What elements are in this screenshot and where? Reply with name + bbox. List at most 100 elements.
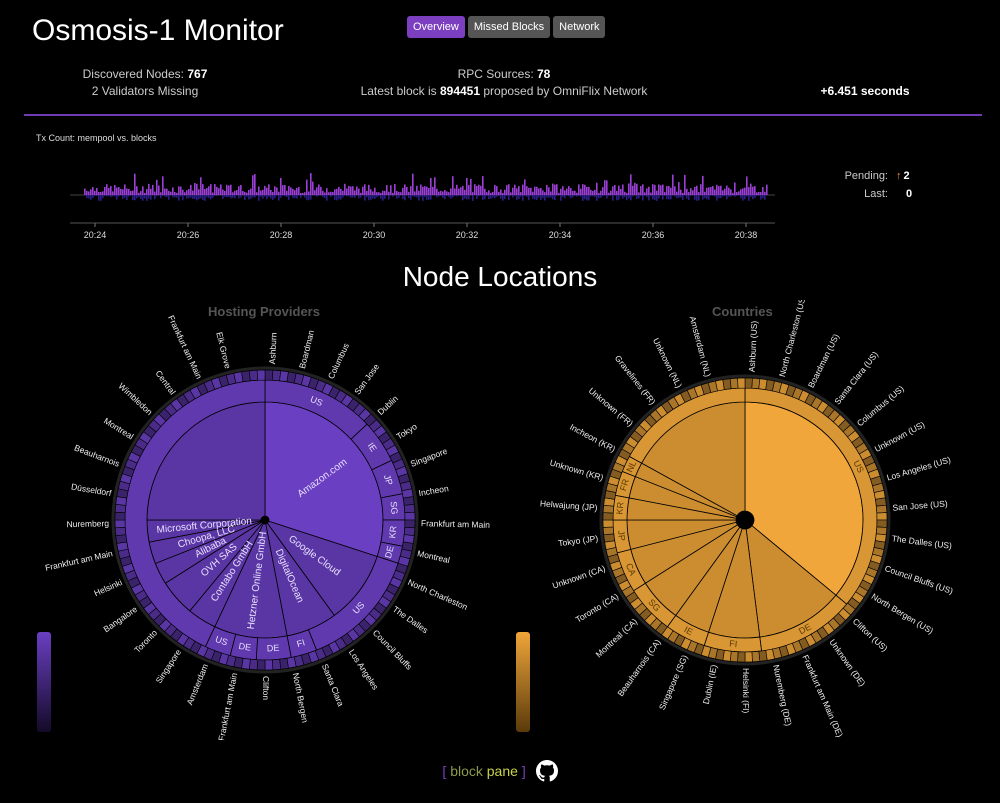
tx-block-bar (178, 195, 180, 201)
sunburst-outer-segment[interactable] (602, 526, 615, 536)
github-icon[interactable] (535, 760, 558, 785)
tx-block-bar (482, 195, 484, 200)
footer-word-pane[interactable]: pane (486, 763, 518, 780)
sunburst-outer-segment[interactable] (264, 369, 274, 381)
tx-mempool-bar (100, 191, 102, 195)
tx-block-bar (486, 195, 488, 196)
tx-mempool-bar (670, 187, 672, 195)
tx-block-bar (294, 195, 296, 199)
outer-location-label: Amsterdam (NL) (688, 315, 714, 378)
sunburst-outer-segment[interactable] (722, 378, 732, 390)
sunburst-outer-segment[interactable] (729, 650, 739, 663)
sunburst-outer-segment[interactable] (403, 503, 416, 513)
tx-mempool-bar (344, 183, 346, 195)
sunburst-outer-segment[interactable] (737, 377, 746, 389)
tx-mempool-bar (430, 177, 432, 195)
sunburst-outer-segment[interactable] (875, 497, 887, 507)
tx-mempool-bar (550, 191, 552, 195)
tx-block-bar (244, 195, 246, 201)
sunburst-outer-segment[interactable] (751, 650, 761, 663)
sunburst-outer-segment[interactable] (875, 504, 888, 514)
tx-mempool-bar (152, 184, 154, 195)
tx-block-bar (116, 195, 118, 200)
sunburst-outer-segment[interactable] (402, 496, 415, 506)
sunburst-outer-segment[interactable] (602, 504, 615, 514)
tx-block-bar (528, 195, 530, 201)
sunburst-outer-segment[interactable] (603, 533, 615, 543)
tx-block-bar (436, 195, 438, 198)
tab-missed-blocks[interactable]: Missed Blocks (467, 16, 551, 38)
tx-block-bar (330, 195, 332, 197)
tx-mempool-bar (726, 185, 728, 195)
tx-block-bar (458, 195, 460, 196)
tx-block-bar (736, 195, 738, 196)
sunburst-outer-segment[interactable] (876, 519, 888, 528)
outer-location-label: Beauharnois (CA) (615, 637, 662, 698)
sunburst-outer-segment[interactable] (115, 534, 128, 544)
sunburst-outer-segment[interactable] (256, 659, 266, 671)
tx-block-bar (182, 195, 184, 201)
tx-mempool-bar (256, 192, 258, 195)
tx-mempool-bar (264, 185, 266, 195)
tab-overview[interactable]: Overview (407, 16, 465, 38)
app-title: Osmosis-1 Monitor (32, 14, 284, 47)
tx-block-bar (132, 195, 134, 201)
sunburst-outer-segment[interactable] (875, 526, 888, 536)
sunburst-outer-segment[interactable] (758, 650, 768, 662)
tx-block-bar (488, 195, 490, 200)
sunburst-outer-segment[interactable] (241, 370, 251, 383)
tx-mempool-bar (744, 187, 746, 195)
tx-mempool-bar (722, 190, 724, 195)
sunburst-outer-segment[interactable] (272, 369, 282, 382)
outer-location-label: Boardman (297, 329, 316, 370)
tx-block-bar (322, 195, 324, 197)
section-title: Node Locations (402, 261, 598, 292)
tx-time-label: 20:24 (84, 230, 107, 240)
tx-mempool-bar (708, 187, 710, 195)
tx-mempool-bar (668, 185, 670, 195)
sunburst-outer-segment[interactable] (744, 377, 753, 389)
sunburst-outer-segment[interactable] (751, 377, 761, 390)
tx-mempool-bar (270, 189, 272, 195)
tab-network[interactable]: Network (553, 16, 606, 38)
tx-mempool-bar (476, 185, 478, 195)
sunburst-outer-segment[interactable] (264, 659, 274, 671)
tx-mempool-bar (530, 187, 532, 195)
sunburst-outer-segment[interactable] (256, 369, 266, 381)
tx-mempool-bar (606, 180, 608, 195)
sunburst-outer-segment[interactable] (602, 512, 614, 521)
ring-segment-label: JP (382, 473, 395, 486)
tx-mempool-bar (96, 187, 98, 195)
tx-mempool-bar (468, 185, 470, 195)
sunburst-outer-segment[interactable] (404, 519, 416, 529)
outer-location-label: Singapore (154, 647, 184, 685)
sunburst-outer-segment[interactable] (248, 369, 258, 382)
sunburst-outer-segment[interactable] (729, 377, 739, 390)
tx-mempool-bar (478, 184, 480, 195)
tx-block-bar (144, 195, 146, 199)
sunburst-outer-segment[interactable] (876, 512, 888, 521)
sunburst-outer-segment[interactable] (114, 511, 126, 521)
sunburst-outer-segment[interactable] (114, 503, 127, 513)
outer-location-label: Montreal (102, 416, 135, 442)
sunburst-outer-segment[interactable] (744, 651, 753, 663)
tx-mempool-bar (248, 189, 250, 195)
sunburst-outer-segment[interactable] (602, 519, 614, 528)
sunburst-outer-segment[interactable] (403, 527, 416, 537)
sunburst-outer-segment[interactable] (279, 657, 289, 670)
sunburst-outer-segment[interactable] (737, 651, 746, 663)
sunburst-outer-segment[interactable] (404, 511, 416, 521)
outer-location-label: Helsinki (FI) (741, 668, 751, 714)
tx-block-bar (484, 195, 486, 200)
tx-mempool-bar (710, 187, 712, 195)
footer-word-block[interactable]: block (450, 763, 483, 780)
sunburst-outer-segment[interactable] (272, 658, 282, 671)
sunburst-outer-segment[interactable] (248, 658, 258, 671)
tx-mempool-bar (294, 190, 296, 195)
outer-location-label: Council Bluffs (US) (883, 563, 954, 596)
sunburst-outer-segment[interactable] (114, 527, 127, 537)
tx-block-bar (456, 195, 458, 197)
sunburst-outer-segment[interactable] (114, 519, 126, 529)
